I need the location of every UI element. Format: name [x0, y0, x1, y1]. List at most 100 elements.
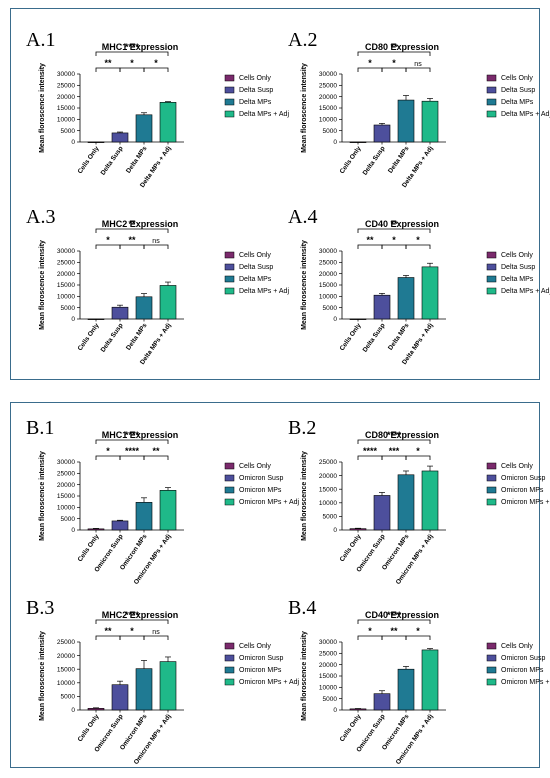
chart-b4: B.4 CD40 Expression 0 5000 10000 15000 20000 25…	[280, 588, 550, 766]
significance-label: ****	[387, 610, 402, 620]
y-tick-label: 10000	[57, 680, 75, 687]
x-tick-label: Cells Only	[77, 145, 101, 175]
legend-label: Omicron Susp	[239, 655, 283, 662]
y-tick-label: 30000	[319, 639, 337, 646]
bar	[159, 285, 177, 320]
y-tick-label: 20000	[319, 473, 337, 480]
legend-swatch	[224, 666, 235, 674]
y-tick-label: 20000	[57, 94, 75, 101]
x-tick-label: Delta MPs	[125, 145, 149, 175]
chart-a1: A.1 MHC1 Expression 0 5000 10000 15000 20000 25…	[18, 20, 289, 195]
chart-title: MHC1 Expression	[102, 430, 179, 440]
legend-swatch	[224, 251, 235, 259]
y-axis-label: Mean floroscence intensity	[301, 631, 308, 721]
y-tick-label: 15000	[57, 666, 75, 673]
bar	[421, 470, 439, 531]
y-tick-label: 5000	[61, 516, 76, 523]
y-tick-label: 20000	[57, 271, 75, 278]
legend-label: Delta MPs + Adj	[501, 111, 550, 118]
legend-swatch	[224, 486, 235, 494]
significance-label: *	[416, 446, 420, 456]
legend-swatch	[224, 642, 235, 650]
significance-bracket	[381, 455, 407, 460]
significance-bracket	[119, 455, 145, 460]
panel-label: B.4	[288, 597, 316, 619]
legend-label: Delta Susp	[239, 87, 273, 94]
legend-swatch	[224, 263, 235, 271]
significance-bracket	[95, 51, 169, 56]
y-tick-label: 15000	[319, 486, 337, 493]
legend-swatch	[486, 642, 497, 650]
significance-bracket	[381, 244, 407, 249]
bar	[111, 306, 129, 320]
x-tick-label: Delta Susp	[362, 145, 387, 177]
y-axis-label: Mean floroscence intensity	[301, 451, 308, 541]
legend-label: Cells Only	[239, 252, 271, 259]
chart-svg: B.4 CD40 Expression 0 5000 10000 15000 20000 25…	[288, 597, 550, 766]
bar	[135, 114, 153, 143]
significance-label: ***	[389, 446, 400, 456]
significance-label: **	[128, 235, 136, 245]
legend-label: Cells Only	[239, 463, 271, 470]
x-tick-label: Delta MPs	[125, 322, 149, 352]
legend-label: Omicron Susp	[501, 475, 545, 482]
y-tick-label: 25000	[57, 260, 75, 267]
x-tick-label: Cells Only	[339, 713, 363, 743]
legend-label: Omicron MPs	[501, 487, 544, 494]
significance-label: ****	[363, 446, 378, 456]
x-tick-label: Cells Only	[77, 533, 101, 563]
bar	[349, 528, 367, 531]
significance-label: *	[416, 235, 420, 245]
legend-swatch	[486, 86, 497, 94]
legend-label: Delta MPs	[239, 99, 272, 106]
y-tick-label: 5000	[61, 694, 76, 701]
legend-label: Omicron Susp	[501, 655, 545, 662]
legend-label: Omicron MPs	[239, 487, 282, 494]
significance-bracket	[357, 455, 383, 460]
y-tick-label: 25000	[319, 83, 337, 90]
panel-label: B.2	[288, 417, 316, 439]
y-tick-label: 0	[71, 316, 75, 323]
bar	[373, 294, 391, 320]
y-tick-label: 30000	[57, 71, 75, 78]
significance-bracket	[357, 619, 431, 624]
bar	[421, 649, 439, 711]
significance-label: *	[368, 58, 372, 68]
legend-swatch	[224, 86, 235, 94]
x-tick-label: Cells Only	[339, 145, 363, 175]
significance-label: *	[392, 235, 396, 245]
y-tick-label: 0	[333, 707, 337, 714]
significance-bracket	[95, 67, 121, 72]
significance-bracket	[405, 67, 431, 72]
significance-label: **	[104, 58, 112, 68]
y-tick-label: 20000	[57, 482, 75, 489]
significance-bracket	[405, 635, 431, 640]
significance-label: **	[390, 42, 398, 52]
bar	[135, 668, 153, 711]
bar	[159, 490, 177, 531]
legend-swatch	[224, 654, 235, 662]
x-tick-label: Cells Only	[339, 533, 363, 563]
significance-label: **	[390, 219, 398, 229]
significance-bracket	[95, 244, 121, 249]
significance-bracket	[95, 619, 169, 624]
legend-label: Omicron MPs + Adj	[239, 499, 300, 506]
y-axis-label: Mean floroscence intensity	[301, 240, 308, 330]
legend-label: Omicron Susp	[239, 475, 283, 482]
y-tick-label: 0	[71, 139, 75, 146]
y-tick-label: 20000	[319, 271, 337, 278]
legend-label: Delta Susp	[501, 264, 535, 271]
significance-bracket	[143, 635, 169, 640]
y-axis-label: Mean floroscence intensity	[39, 63, 46, 153]
y-tick-label: 5000	[323, 514, 338, 521]
legend-swatch	[224, 474, 235, 482]
chart-title: CD40 Expression	[365, 610, 439, 620]
y-tick-label: 30000	[319, 71, 337, 78]
legend-swatch	[486, 251, 497, 259]
chart-title: CD40 Expression	[365, 219, 439, 229]
chart-title: CD80 Expression	[365, 430, 439, 440]
legend-swatch	[224, 678, 235, 686]
y-tick-label: 0	[333, 527, 337, 534]
bar	[135, 502, 153, 531]
y-tick-label: 10000	[319, 294, 337, 301]
